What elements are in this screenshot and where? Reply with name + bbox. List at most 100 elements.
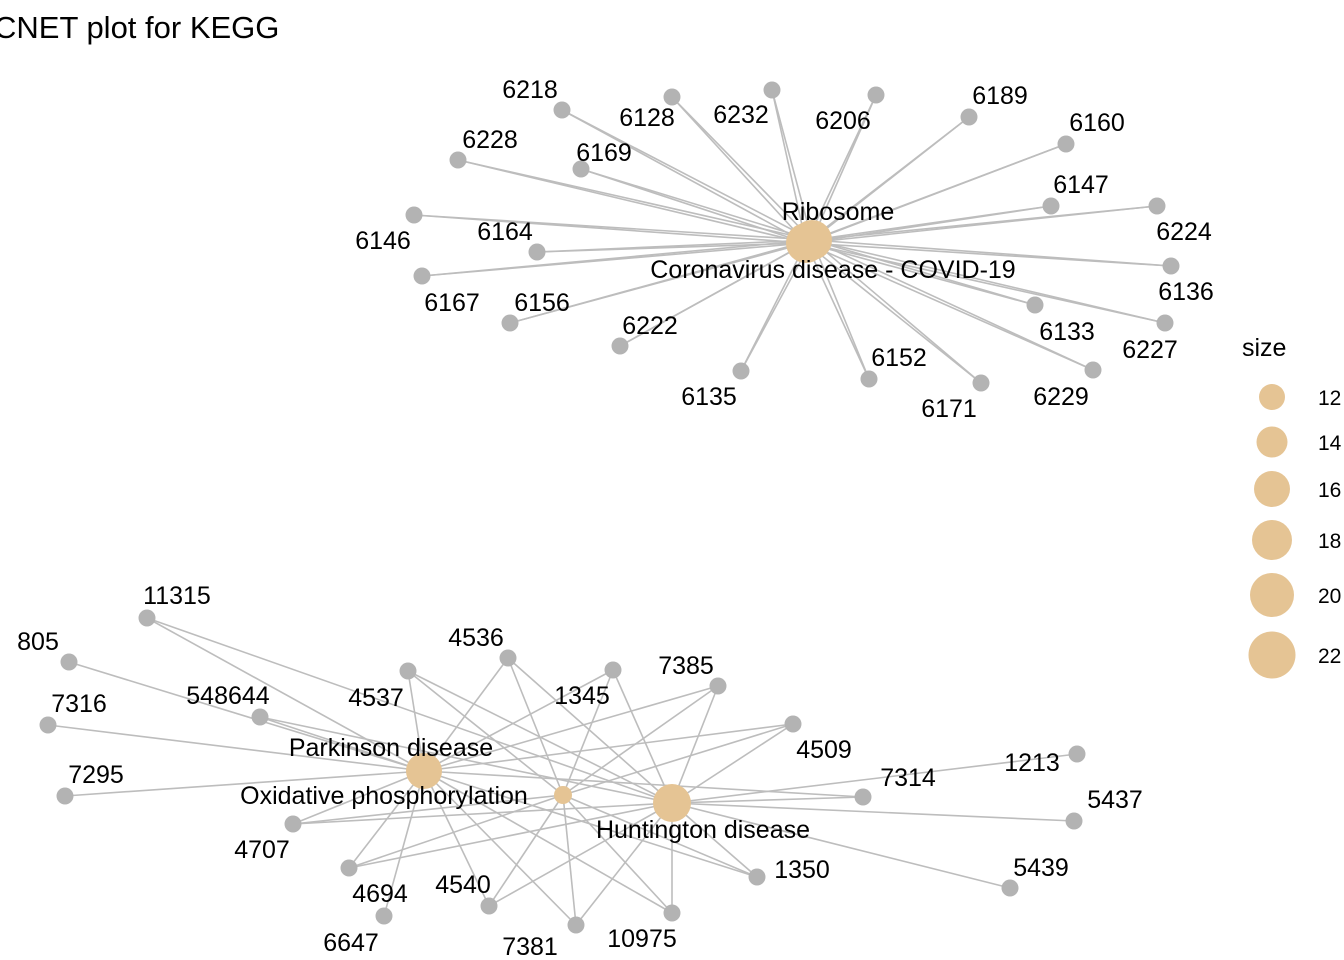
gene-node-1213[interactable]	[1068, 745, 1086, 763]
edge-1350-oxphos	[562, 794, 758, 878]
gene-node-6160[interactable]	[1057, 135, 1075, 153]
edge-6156-covid	[509, 239, 813, 324]
gene-label-7314: 7314	[880, 764, 936, 792]
gene-node-6128[interactable]	[663, 88, 681, 106]
gene-node-10975[interactable]	[663, 904, 681, 922]
gene-label-6156: 6156	[514, 289, 570, 317]
gene-node-4707[interactable]	[284, 815, 302, 833]
gene-node-6147[interactable]	[1042, 197, 1060, 215]
legend-label-20: 20	[1318, 585, 1341, 608]
gene-node-6647[interactable]	[375, 907, 393, 925]
gene-label-6224: 6224	[1156, 218, 1212, 246]
edge-6167-covid	[421, 239, 813, 277]
edge-6189-covid	[811, 116, 970, 241]
edge-6218-ribosome	[561, 109, 807, 244]
legend-size-key-16	[1254, 471, 1290, 507]
gene-node-6206[interactable]	[867, 86, 885, 104]
gene-node-1345[interactable]	[604, 661, 622, 679]
gene-node-6133[interactable]	[1026, 296, 1044, 314]
edge-6152-covid	[811, 239, 870, 380]
gene-node-7314[interactable]	[854, 788, 872, 806]
gene-node-5437[interactable]	[1065, 812, 1083, 830]
gene-node-6167[interactable]	[413, 267, 431, 285]
gene-node-6218[interactable]	[553, 101, 571, 119]
edge-4536-oxphos	[507, 657, 564, 796]
legend-size-key-12	[1259, 384, 1285, 410]
edge-4537-oxphos	[407, 670, 564, 796]
category-node-covid[interactable]	[792, 220, 832, 260]
gene-node-6222[interactable]	[611, 337, 629, 355]
gene-label-7316: 7316	[51, 690, 107, 718]
gene-node-6135[interactable]	[732, 362, 750, 380]
edge-11315-parkinson	[146, 617, 425, 772]
gene-node-7295[interactable]	[56, 787, 74, 805]
edge-4540-oxphos	[488, 794, 564, 907]
edge-4540-parkinson	[423, 770, 490, 907]
gene-label-1350: 1350	[774, 856, 830, 884]
gene-node-5439[interactable]	[1001, 879, 1019, 897]
edge-7385-oxphos	[562, 685, 719, 796]
gene-node-6136[interactable]	[1162, 257, 1180, 275]
category-node-huntington[interactable]	[653, 784, 691, 822]
edge-6133-covid	[811, 239, 1036, 306]
edge-10975-oxphos	[562, 794, 673, 914]
edge-4694-parkinson	[348, 770, 425, 869]
gene-label-1345: 1345	[554, 682, 610, 710]
gene-node-6152[interactable]	[860, 370, 878, 388]
gene-label-5439: 5439	[1013, 854, 1069, 882]
gene-node-6228[interactable]	[449, 151, 467, 169]
gene-label-6160: 6160	[1069, 109, 1125, 137]
gene-node-4540[interactable]	[480, 897, 498, 915]
category-node-parkinson[interactable]	[406, 753, 442, 789]
gene-node-6169[interactable]	[572, 160, 590, 178]
gene-node-7381[interactable]	[567, 916, 585, 934]
gene-label-4509: 4509	[796, 736, 852, 764]
edge-4707-parkinson	[292, 770, 425, 825]
edge-6218-covid	[561, 109, 813, 241]
gene-label-4540: 4540	[435, 871, 491, 899]
gene-node-6171[interactable]	[972, 374, 990, 392]
gene-node-4509[interactable]	[784, 715, 802, 733]
gene-node-4536[interactable]	[499, 649, 517, 667]
edge-6224-covid	[811, 205, 1158, 241]
edge-6229-covid	[811, 239, 1094, 371]
edge-4707-oxphos	[292, 794, 564, 825]
gene-node-6189[interactable]	[960, 108, 978, 126]
legend-size-key-18	[1252, 520, 1292, 560]
gene-node-4694[interactable]	[340, 859, 358, 877]
gene-node-11315[interactable]	[138, 609, 156, 627]
gene-node-6227[interactable]	[1156, 314, 1174, 332]
gene-node-7385[interactable]	[709, 677, 727, 695]
gene-node-548644[interactable]	[251, 708, 269, 726]
gene-label-6133: 6133	[1039, 318, 1095, 346]
edge-1213-huntington	[671, 753, 1078, 804]
legend-title: size	[1242, 334, 1286, 362]
gene-node-6224[interactable]	[1148, 197, 1166, 215]
gene-node-1350[interactable]	[748, 868, 766, 886]
edge-5437-huntington	[671, 802, 1075, 822]
gene-label-6128: 6128	[619, 104, 675, 132]
edge-5439-huntington	[671, 802, 1011, 889]
edge-6164-covid	[536, 239, 813, 253]
gene-node-6156[interactable]	[501, 314, 519, 332]
gene-label-6227: 6227	[1122, 336, 1178, 364]
gene-node-6146[interactable]	[405, 206, 423, 224]
gene-node-7316[interactable]	[39, 716, 57, 734]
gene-node-6232[interactable]	[763, 81, 781, 99]
legend-size-key-14	[1256, 426, 1288, 458]
gene-label-805: 805	[17, 628, 59, 656]
edge-7381-oxphos	[562, 794, 577, 926]
gene-node-6229[interactable]	[1084, 361, 1102, 379]
gene-node-6164[interactable]	[528, 243, 546, 261]
edge-4707-huntington	[292, 802, 673, 825]
gene-label-5437: 5437	[1087, 786, 1143, 814]
edge-4694-oxphos	[348, 794, 564, 869]
edge-6227-covid	[811, 239, 1166, 324]
gene-node-4537[interactable]	[399, 662, 417, 680]
gene-label-6169: 6169	[576, 139, 632, 167]
category-node-oxphos[interactable]	[554, 786, 572, 804]
gene-node-805[interactable]	[60, 653, 78, 671]
edge-6232-covid	[771, 89, 813, 241]
category-label-covid: Coronavirus disease - COVID-19	[650, 256, 1015, 284]
